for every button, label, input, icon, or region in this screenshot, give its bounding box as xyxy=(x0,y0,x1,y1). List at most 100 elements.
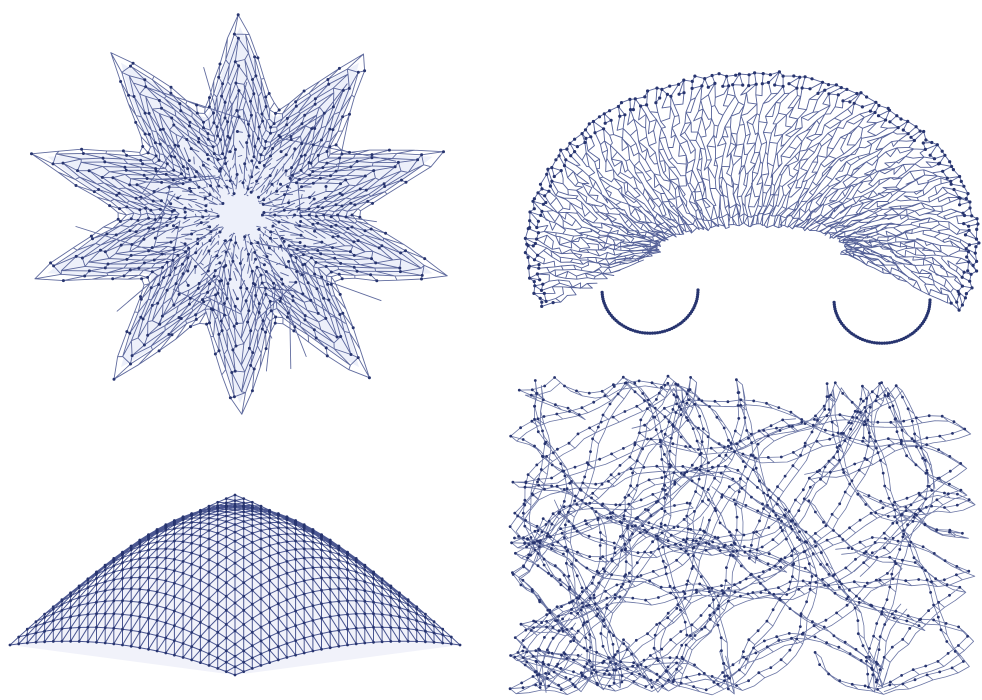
graph-node xyxy=(541,455,545,458)
graph-node xyxy=(762,507,765,510)
graph-node xyxy=(616,392,620,396)
graph-node xyxy=(181,598,185,602)
graph-node xyxy=(539,288,544,292)
graph-node xyxy=(874,680,878,684)
graph-node xyxy=(700,627,704,631)
graph-node xyxy=(725,566,728,569)
graph-node xyxy=(531,244,535,248)
graph-node xyxy=(918,493,922,497)
graph-node xyxy=(881,471,885,475)
graph-node xyxy=(739,403,743,407)
graph-node xyxy=(95,625,98,629)
graph-node xyxy=(623,113,627,117)
graph-node xyxy=(167,185,171,189)
graph-node xyxy=(883,394,887,397)
graph-node xyxy=(145,177,149,180)
graph-node xyxy=(139,315,143,319)
graph-node xyxy=(750,495,753,499)
graph-node xyxy=(432,631,436,635)
graph-node xyxy=(571,599,575,603)
graph-node xyxy=(975,259,979,263)
graph-node xyxy=(164,651,168,655)
graph-node xyxy=(797,587,801,591)
graph-node xyxy=(766,493,770,497)
graph-node xyxy=(341,311,345,315)
graph-node xyxy=(722,545,726,548)
graph-node xyxy=(329,174,332,178)
graph-node xyxy=(43,629,46,633)
graph-node xyxy=(928,153,932,157)
graph-node xyxy=(147,535,150,538)
graph-node xyxy=(259,664,263,667)
graph-node xyxy=(546,648,549,652)
graph-node xyxy=(138,600,142,604)
graph-node xyxy=(626,667,629,671)
graph-node xyxy=(303,113,307,117)
graph-node xyxy=(758,479,761,483)
graph-node xyxy=(698,536,702,540)
graph-node xyxy=(803,540,807,543)
graph-node xyxy=(190,575,194,578)
graph-node xyxy=(663,509,667,513)
graph-node xyxy=(587,534,591,538)
graph-node xyxy=(202,126,205,130)
graph-node xyxy=(125,257,129,261)
graph-node xyxy=(668,584,672,588)
graph-node xyxy=(216,575,220,579)
graph-node xyxy=(762,491,765,495)
graph-node xyxy=(581,605,584,609)
graph-node xyxy=(224,545,228,548)
graph-node xyxy=(701,427,705,431)
graph-node xyxy=(631,108,635,112)
graph-node xyxy=(172,224,175,228)
graph-node xyxy=(540,530,544,534)
graph-node xyxy=(887,444,891,448)
graph-node xyxy=(127,93,130,97)
graph-node xyxy=(60,627,64,631)
graph-node xyxy=(294,523,297,527)
graph-node xyxy=(138,615,142,618)
graph-node xyxy=(800,86,804,90)
graph-node xyxy=(372,625,375,629)
graph-node xyxy=(233,304,237,308)
graph-node xyxy=(326,78,330,81)
graph-node xyxy=(608,630,611,634)
graph-node xyxy=(284,265,288,269)
graph-node xyxy=(633,97,637,101)
graph-node xyxy=(810,77,814,81)
graph-node xyxy=(311,556,315,559)
graph-node xyxy=(328,646,332,650)
graph-node xyxy=(739,564,743,568)
graph-node xyxy=(269,230,273,234)
graph-node xyxy=(86,593,90,596)
graph-node xyxy=(827,584,830,587)
graph-node xyxy=(611,511,615,515)
graph-nodes xyxy=(523,70,981,345)
graph-node xyxy=(547,571,550,575)
graph-node xyxy=(335,335,339,339)
graph-node xyxy=(196,286,200,290)
graph-node xyxy=(801,631,805,635)
graph-node xyxy=(346,627,349,631)
graph-node xyxy=(603,121,607,125)
graph-node xyxy=(201,215,205,219)
graph-node xyxy=(779,455,783,459)
graph-node xyxy=(865,659,868,663)
graph-node xyxy=(974,237,979,241)
graph-node xyxy=(854,648,858,651)
graph-node xyxy=(87,269,91,273)
graph-node xyxy=(681,400,685,403)
graph-node xyxy=(276,514,280,518)
graph-node xyxy=(190,616,194,620)
graph-node xyxy=(906,119,910,123)
graph-node xyxy=(837,645,841,649)
graph-node xyxy=(415,605,419,609)
graph-node xyxy=(775,502,779,506)
graph-node xyxy=(729,441,733,445)
graph-node xyxy=(674,411,678,414)
graph-node xyxy=(974,245,978,249)
graph-node xyxy=(199,554,202,558)
graph-node xyxy=(876,662,879,666)
graph-node xyxy=(173,581,176,585)
graph-node xyxy=(597,571,601,575)
